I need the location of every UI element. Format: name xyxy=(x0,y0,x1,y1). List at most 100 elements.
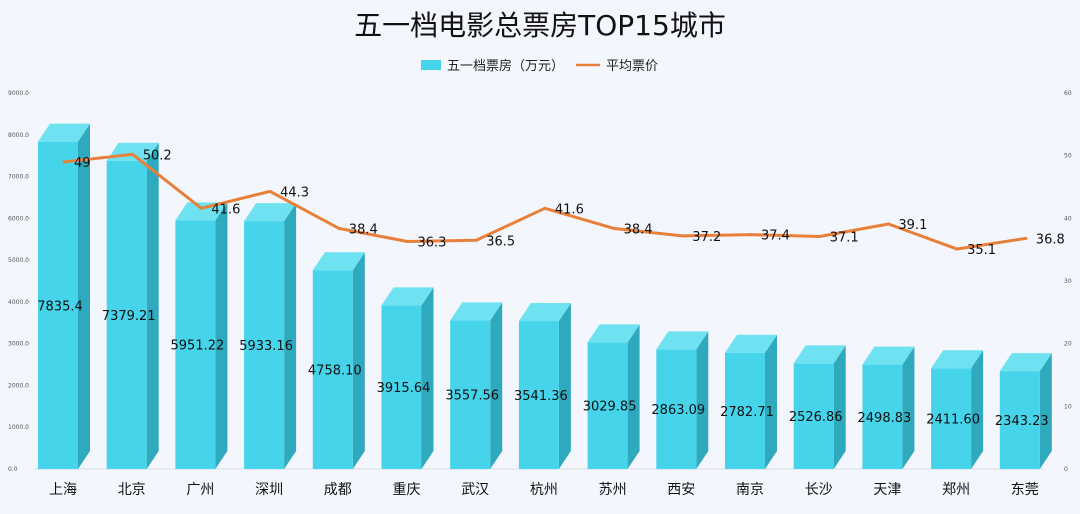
category-label: 深圳 xyxy=(255,482,283,498)
category-label: 郑州 xyxy=(942,482,970,498)
bar xyxy=(450,320,491,469)
line-value-label: 37.4 xyxy=(761,229,790,244)
line-point xyxy=(268,189,272,193)
line-value-label: 38.4 xyxy=(349,222,378,237)
bar xyxy=(656,349,697,469)
category-label: 东莞 xyxy=(1011,482,1039,498)
bar-value-label: 2526.86 xyxy=(789,410,843,425)
bar-value-label: 5933.16 xyxy=(239,339,293,354)
bar-side xyxy=(215,202,228,469)
bar xyxy=(312,270,353,469)
bar xyxy=(931,368,972,469)
line-value-labels: 49 50.2 41.6 44.3 38.4 36.3 36.5 41.6 38.4 37.2 37… xyxy=(74,148,1065,258)
category-label: 天津 xyxy=(873,482,901,498)
category-label: 广州 xyxy=(186,482,214,498)
bar-top xyxy=(38,123,90,142)
line-point xyxy=(543,206,547,210)
line-series xyxy=(62,152,1028,251)
category-label: 西安 xyxy=(667,482,695,498)
bar-side xyxy=(696,331,709,469)
left-tick-label: 5000.0 xyxy=(8,257,29,264)
bar xyxy=(725,352,765,469)
bar-side xyxy=(902,346,915,469)
bar-value-label: 3541.36 xyxy=(514,389,568,404)
bar-value-label: 2411.60 xyxy=(926,413,980,428)
category-label: 武汉 xyxy=(461,482,489,498)
bar xyxy=(38,141,78,469)
bar-value-labels: 7835.4 7379.21 5951.22 5933.16 4758.10 3915.6… xyxy=(37,299,1048,429)
line-point xyxy=(955,247,959,251)
bar-side xyxy=(146,142,159,469)
bar-top xyxy=(518,303,571,322)
bar-top xyxy=(312,252,365,271)
line-point xyxy=(337,226,341,230)
category-label: 北京 xyxy=(118,482,146,498)
bar-top xyxy=(381,287,434,306)
category-label: 苏州 xyxy=(599,482,627,498)
line-value-label: 37.1 xyxy=(830,231,859,246)
line-point xyxy=(749,233,753,237)
line-point xyxy=(474,238,478,242)
left-tick-label: 4000.0 xyxy=(8,299,29,306)
left-tick-label: 6000.0 xyxy=(8,215,29,222)
line-point xyxy=(62,160,66,164)
bar-top xyxy=(999,353,1052,372)
line-value-label: 41.6 xyxy=(555,202,584,217)
bar xyxy=(106,160,147,469)
bar-top xyxy=(931,350,984,369)
left-axis: 0.0 1000.0 2000.0 3000.0 4000.0 5000.0 6000.0 7… xyxy=(8,90,29,473)
bar-top xyxy=(725,334,777,353)
bar-value-label: 2343.23 xyxy=(995,414,1049,429)
line-value-label: 44.3 xyxy=(280,185,309,200)
line-point xyxy=(818,235,822,239)
bar xyxy=(862,364,903,469)
bar-top xyxy=(450,302,503,321)
line-point xyxy=(406,240,409,244)
right-tick-label: 20 xyxy=(1064,341,1072,348)
bar-top xyxy=(244,203,297,222)
left-tick-label: 7000.0 xyxy=(8,174,29,181)
bar-value-label: 3557.56 xyxy=(445,389,499,404)
left-tick-label: 3000.0 xyxy=(8,341,29,348)
bar-series xyxy=(38,123,1052,469)
left-tick-label: 8000.0 xyxy=(8,132,29,139)
category-label: 杭州 xyxy=(530,482,558,498)
right-axis: 0 10 20 30 40 50 60 xyxy=(1064,90,1072,473)
line-point xyxy=(680,234,684,238)
bar-value-label: 2863.09 xyxy=(651,403,705,418)
right-tick-label: 50 xyxy=(1064,153,1072,160)
chart-title: 五一档电影总票房TOP15城市 xyxy=(354,9,726,42)
legend-bar-swatch xyxy=(421,60,441,70)
line-value-label: 36.8 xyxy=(1036,232,1065,247)
category-label: 上海 xyxy=(49,482,77,498)
bar xyxy=(587,342,628,469)
legend: 五一档票房（万元） 平均票价 xyxy=(421,58,658,74)
bar-value-label: 2782.71 xyxy=(720,405,774,420)
category-label: 成都 xyxy=(324,482,352,498)
bar-side xyxy=(490,302,503,469)
line-point xyxy=(612,226,616,230)
line-point xyxy=(1024,236,1028,240)
category-labels: 上海 北京 广州 深圳 成都 重庆 武汉 杭州 苏州 西安 南京 长沙 天津 郑州 东莞 xyxy=(49,482,1039,498)
bar-side xyxy=(765,334,777,469)
right-tick-label: 10 xyxy=(1064,403,1072,410)
right-tick-label: 30 xyxy=(1064,278,1072,285)
bar-value-label: 2498.83 xyxy=(858,411,912,426)
left-tick-label: 0.0 xyxy=(8,466,18,473)
line-point xyxy=(131,152,135,156)
line-point xyxy=(199,206,203,210)
bar-side xyxy=(1039,353,1052,469)
bar-top xyxy=(656,331,709,350)
bar-side xyxy=(421,287,434,469)
bar xyxy=(518,321,559,469)
bar-side xyxy=(558,303,571,469)
bar xyxy=(244,221,285,469)
bar xyxy=(793,363,834,469)
category-label: 长沙 xyxy=(805,482,833,498)
bar-top xyxy=(862,346,915,365)
right-tick-label: 40 xyxy=(1064,215,1072,222)
legend-line-label: 平均票价 xyxy=(606,59,658,74)
line-value-label: 41.6 xyxy=(211,202,240,217)
left-tick-label: 2000.0 xyxy=(8,382,29,389)
